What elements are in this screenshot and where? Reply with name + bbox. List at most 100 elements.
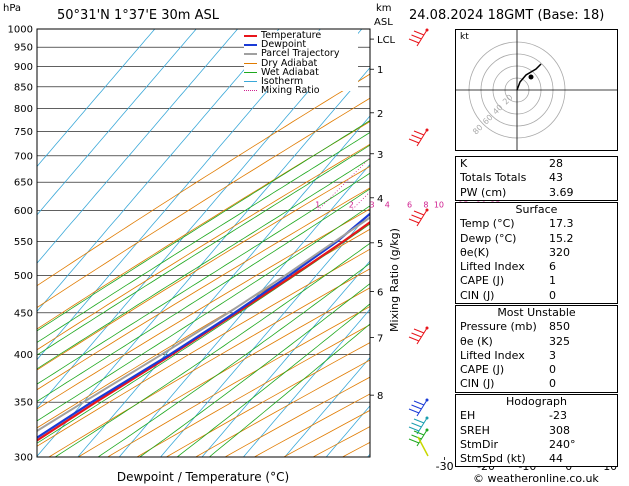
wind-barb-400-flag <box>408 138 420 144</box>
dry-adiabat-line <box>37 143 370 351</box>
legend-item-dry-adiabat: Dry Adiabat <box>244 58 358 68</box>
pressure-tick-label: 900 <box>14 62 33 73</box>
unstable-value: 0 <box>549 377 556 391</box>
hodo-row: StmDir 240° <box>456 438 617 452</box>
wind-barb-950-flag <box>408 438 420 444</box>
mixing-ratio-label: 4 <box>385 201 390 210</box>
legend-label: Isotherm <box>261 76 304 88</box>
surface-label: θe(K) <box>460 245 490 259</box>
unstable-value: 0 <box>549 363 556 377</box>
credit-label: © weatheronline.co.uk <box>473 472 599 485</box>
hodograph-ring-label: 40 <box>491 103 505 117</box>
dry-adiabat-line <box>37 228 370 429</box>
legend-item-wet-adiabat: Wet Adiabat <box>244 68 358 77</box>
hodo-row: EH -23 <box>456 409 617 423</box>
unstable-row: θe (K) 325 <box>456 335 617 349</box>
pressure-tick-label: 650 <box>14 178 33 189</box>
hodo-value: 240° <box>549 437 576 451</box>
wet-adiabat-line <box>176 303 370 457</box>
surface-value: 1 <box>549 274 556 288</box>
surface-row: CIN (J) 0 <box>456 289 617 303</box>
km-tick-label: 3 <box>377 150 383 161</box>
unstable-label: Lifted Index <box>460 348 525 362</box>
index-value: 43 <box>549 171 563 185</box>
mixing-ratio-label: 2 <box>349 201 354 210</box>
dry-adiabat-line <box>37 187 370 391</box>
km-tick-label: 1 <box>377 65 383 76</box>
pressure-tick-label: 700 <box>14 151 33 162</box>
wind-barb-850-flag <box>413 400 425 406</box>
pressure-tick-label: 850 <box>14 82 33 93</box>
index-label: PW (cm) <box>460 185 507 199</box>
index-label: Totals Totals <box>460 171 527 185</box>
km-tick-label: 2 <box>377 109 383 120</box>
isotherm-line <box>37 29 239 264</box>
surface-value: 320 <box>549 245 570 259</box>
hpa-axis-label: hPa <box>3 3 22 14</box>
dry-adiabat-line <box>37 248 370 447</box>
dry-adiabat-line <box>37 165 370 371</box>
surface-value: 6 <box>549 260 556 274</box>
hodo-label: StmSpd (kt) <box>460 452 526 466</box>
km-tick-label: 7 <box>377 333 383 344</box>
wind-barb-300-flag <box>408 38 420 44</box>
hodo-value: -23 <box>549 409 567 423</box>
unstable-value: 325 <box>549 334 570 348</box>
dry-adiabat-line <box>37 121 370 330</box>
unstable-value: 3 <box>549 348 556 362</box>
pressure-tick-label: 750 <box>14 127 33 138</box>
hodo-label: EH <box>460 409 476 423</box>
wind-barb-500-flag <box>408 218 420 224</box>
wind-barb-900-flag <box>413 418 425 424</box>
wind-barb-850-dot <box>425 398 429 402</box>
legend-label: Wet Adiabat <box>261 66 319 78</box>
wind-barb-700-flag <box>413 328 425 334</box>
isotherm-line <box>37 67 370 457</box>
wind-barb-300-flag <box>413 30 425 36</box>
surface-label: Dewp (°C) <box>460 231 517 245</box>
wind-barb-950-dot <box>425 428 429 432</box>
legend: Temperature Dewpoint Parcel Trajectory D… <box>244 31 358 95</box>
surface-table: Surface Temp (°C) 17.3 Dewp (°C) 15.2 θe(K… <box>455 202 618 305</box>
location-label: 50°31'N 1°37'E 30m ASL <box>57 8 219 23</box>
parcel-trajectory-line <box>37 216 370 433</box>
wet-adiabat-line <box>208 323 370 457</box>
wet-adiabat-line <box>37 158 370 370</box>
hodo-value: 308 <box>549 423 570 437</box>
hodograph-unit-label: kt <box>460 32 469 42</box>
legend-label: Parcel Trajectory <box>261 48 340 60</box>
wind-barb-500-flag <box>411 214 422 220</box>
surface-label: CIN (J) <box>460 288 495 302</box>
dry-adiabat-line <box>48 268 370 457</box>
surface-row: Dewp (°C) 15.2 <box>456 232 617 246</box>
wind-barb-900-dot <box>425 416 429 420</box>
isotherm-line <box>118 163 370 457</box>
wet-adiabat-line <box>139 283 370 457</box>
hodograph-trace <box>516 63 542 91</box>
unstable-value: 850 <box>549 320 570 334</box>
surface-value: 17.3 <box>549 217 574 231</box>
hodo-row: SREH 308 <box>456 424 617 438</box>
isotherm-line <box>242 308 370 457</box>
surface-row: Temp (°C) 17.3 <box>456 217 617 231</box>
legend-item-temperature: Temperature <box>244 31 358 40</box>
km-tick-label: 6 <box>377 287 383 298</box>
mixing-ratio-label: 3 <box>369 201 374 210</box>
km-tick-label: LCL <box>377 35 396 46</box>
wet-adiabat-line <box>37 172 370 385</box>
wet-adiabat-line <box>37 205 370 422</box>
dry-adiabat-line <box>136 324 370 457</box>
mixing-ratio-label: 1 <box>315 201 320 210</box>
unstable-label: θe (K) <box>460 334 493 348</box>
surface-row: CAPE (J) 1 <box>456 274 617 288</box>
unstable-row: CIN (J) 0 <box>456 377 617 391</box>
wind-barb-400-dot <box>425 128 429 132</box>
wet-adiabat-line <box>37 131 370 343</box>
pressure-tick-label: 1000 <box>8 25 33 36</box>
wind-barb-500-dot <box>425 208 429 212</box>
wet-adiabat-line <box>37 144 370 356</box>
asl-label: ASL <box>374 17 393 28</box>
hodograph-storm-motion <box>528 74 534 80</box>
isotherm-line <box>37 29 197 216</box>
wet-adiabat-line <box>97 262 370 457</box>
